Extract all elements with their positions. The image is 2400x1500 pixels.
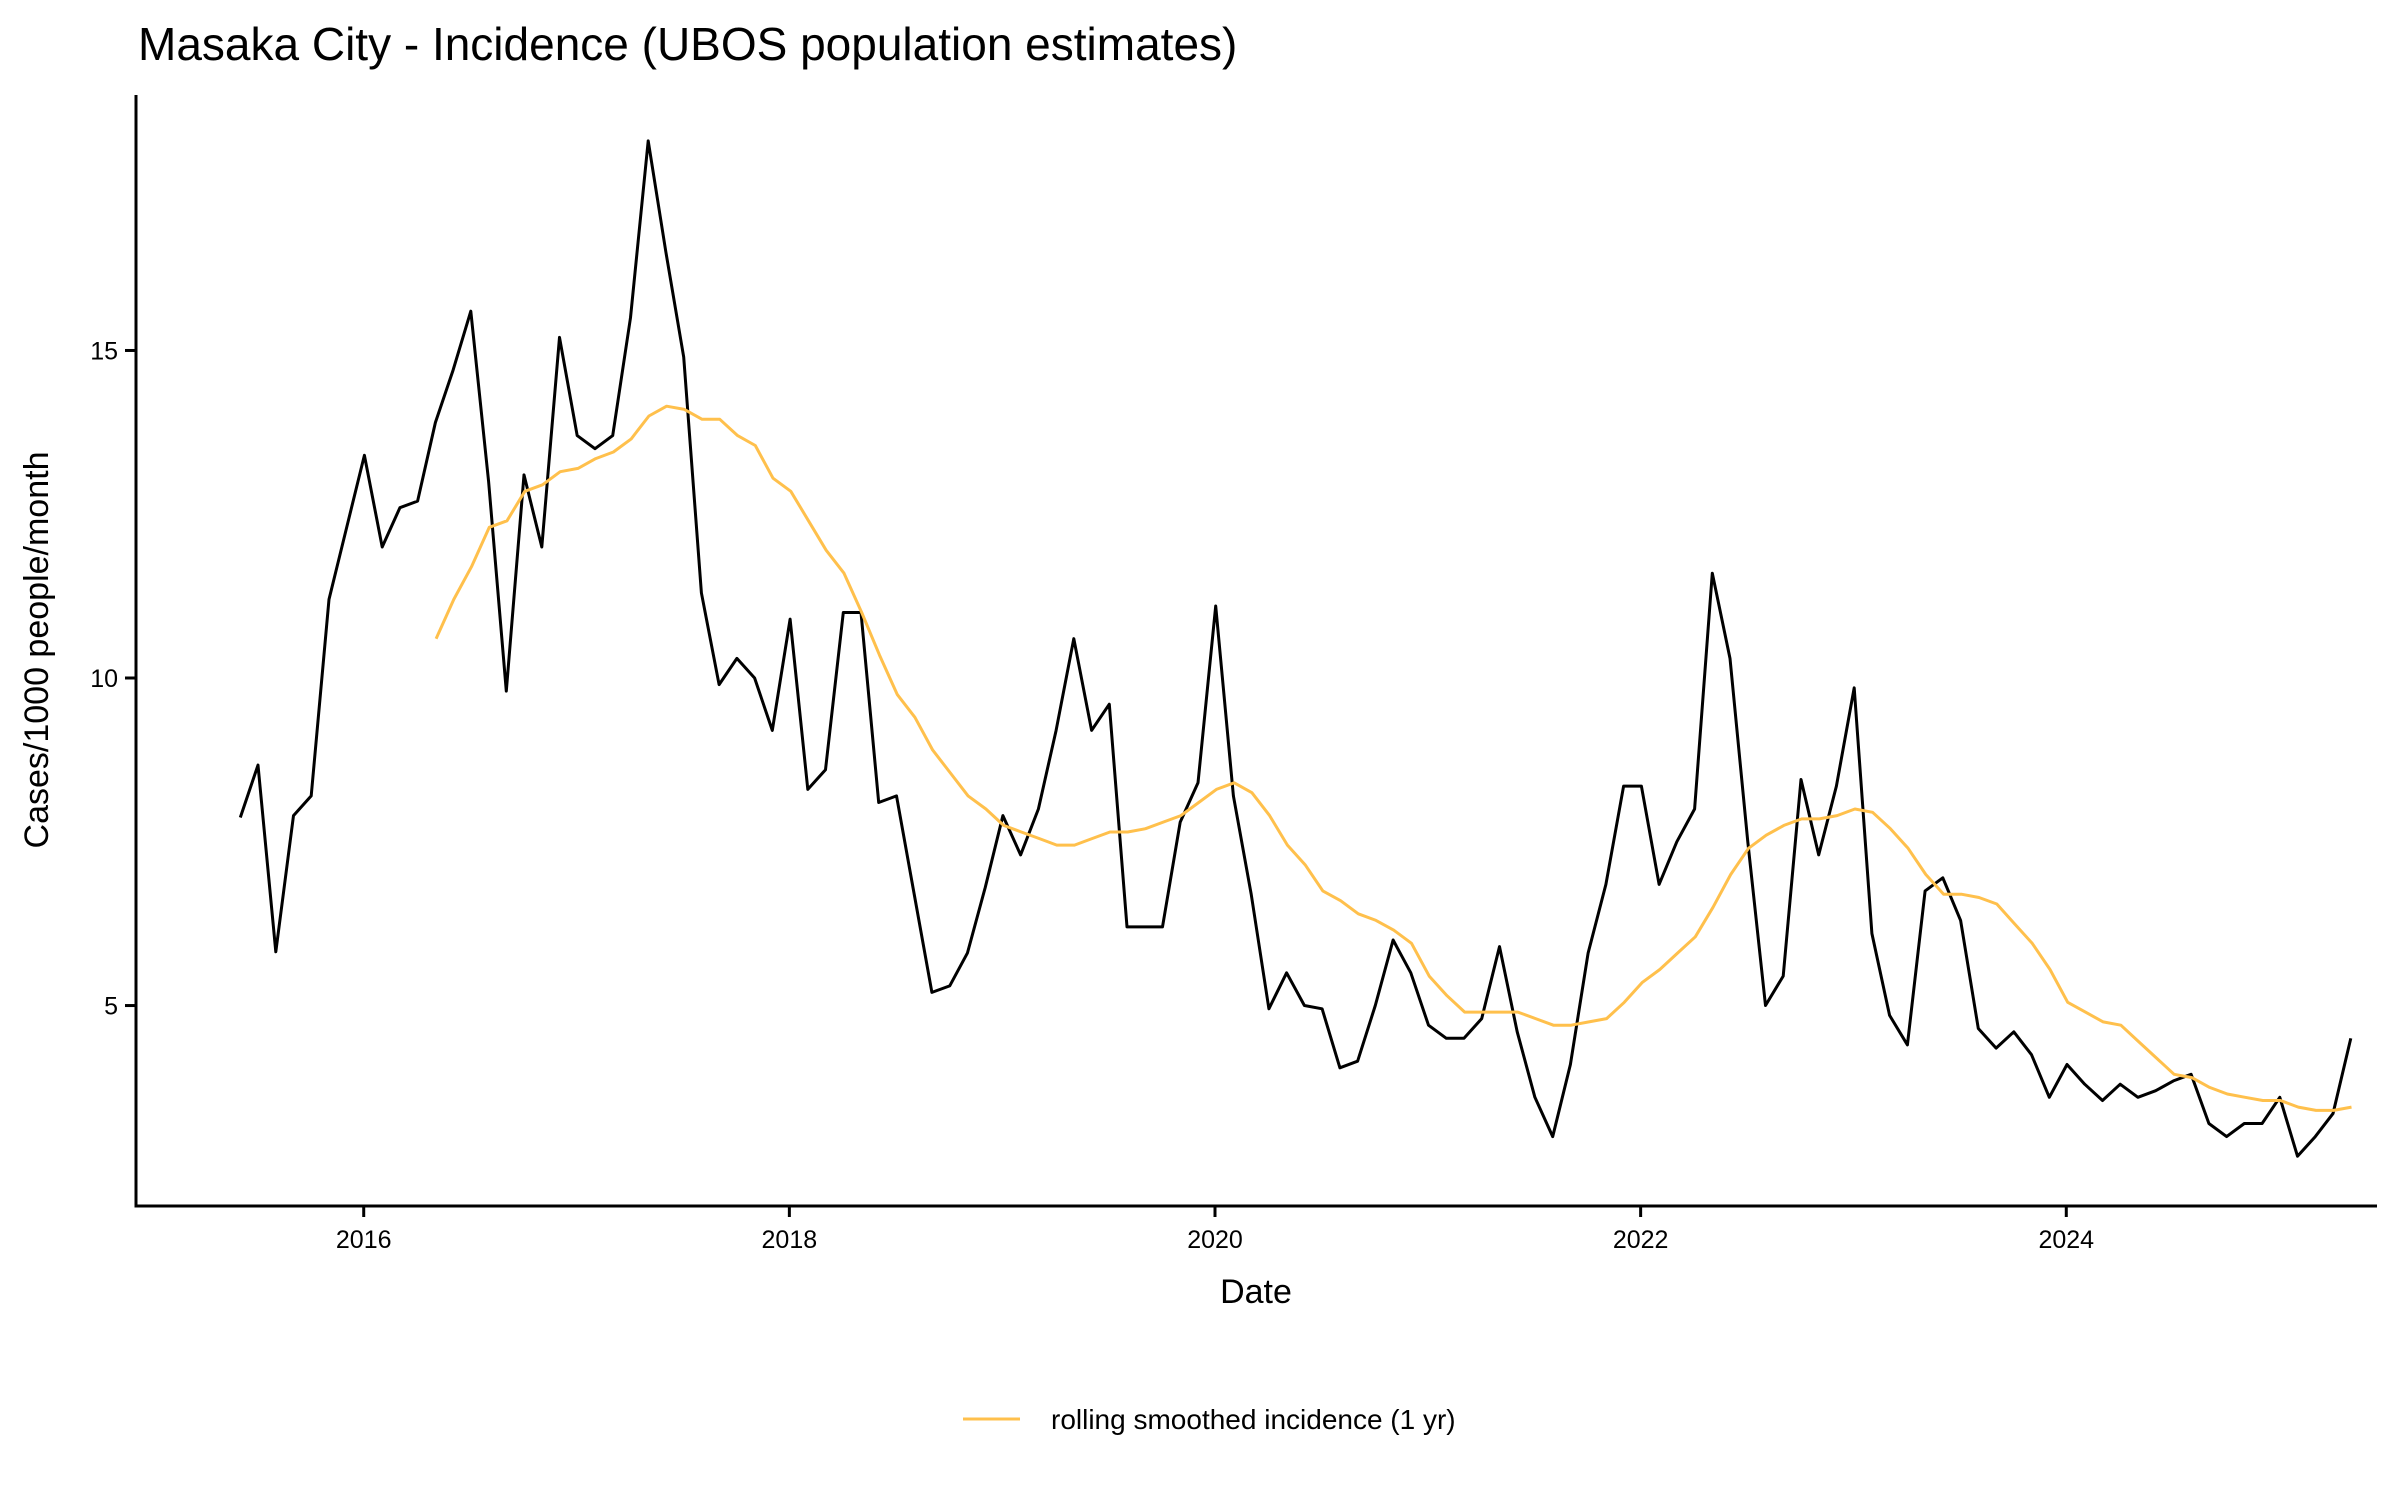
y-tick-label: 10	[90, 665, 118, 693]
y-tick-label: 5	[104, 993, 118, 1021]
x-tick-label: 2022	[1613, 1226, 1669, 1254]
legend: rolling smoothed incidence (1 yr)	[963, 1404, 1456, 1435]
y-tick-label: 15	[90, 337, 118, 365]
legend-label-smoothed: rolling smoothed incidence (1 yr)	[1051, 1404, 1456, 1435]
x-axis-title: Date	[1220, 1273, 1292, 1311]
x-tick-label: 2016	[336, 1226, 392, 1254]
y-axis-title: Cases/1000 people/month	[18, 452, 56, 849]
x-tick-label: 2018	[762, 1226, 818, 1254]
x-tick-label: 2020	[1187, 1226, 1243, 1254]
smoothed-incidence-line	[434, 404, 2352, 1112]
x-tick-label: 2024	[2038, 1226, 2094, 1254]
y-axis-ticks: 5 10 15	[90, 337, 136, 1021]
x-axis-ticks: 2016 2018 2020 2022 2024	[336, 1206, 2094, 1254]
chart-title: Masaka City - Incidence (UBOS population…	[138, 18, 1237, 70]
plot-area	[238, 139, 2353, 1158]
incidence-line	[238, 139, 2353, 1158]
